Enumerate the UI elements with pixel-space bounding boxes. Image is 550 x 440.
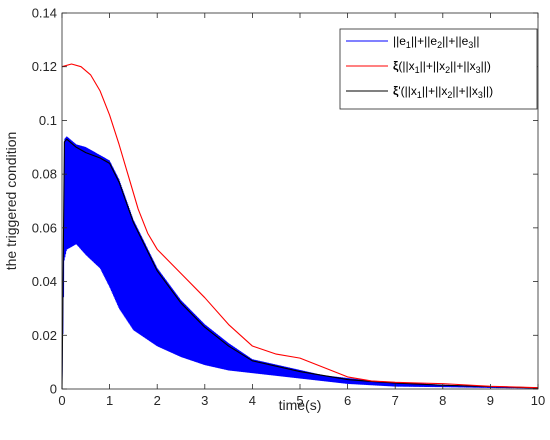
y-tick-label: 0.1 — [39, 113, 57, 128]
legend-entry-label: ||e1||+||e2||+||e3|| — [393, 34, 480, 50]
x-tick-label: 3 — [201, 393, 208, 408]
legend-entry-label: ξ'(||x1||+||x2||+||x3||) — [393, 84, 493, 100]
legend-text-part: ||e — [393, 34, 406, 48]
legend-text-part: ||+||e — [442, 34, 468, 48]
x-tick-label: 6 — [344, 393, 351, 408]
legend-text-part: ||+||x — [450, 59, 475, 73]
x-tick-label: 9 — [487, 393, 494, 408]
x-tick-label: 10 — [531, 393, 545, 408]
y-tick-label: 0 — [50, 382, 57, 397]
legend-text-part: 2 — [437, 40, 442, 50]
x-tick-label: 4 — [249, 393, 256, 408]
legend-text-part: || — [473, 34, 479, 48]
legend-box — [339, 28, 538, 110]
legend-text-part: '(||x — [398, 84, 417, 98]
legend-text-part: 3 — [468, 40, 473, 50]
legend-text-part: ||+||e — [411, 34, 437, 48]
legend: ||e1||+||e2||+||e3||ξ(||x1||+||x2||+||x3… — [339, 28, 538, 110]
x-tick-label: 1 — [106, 393, 113, 408]
legend-text-part: ||) — [481, 59, 491, 73]
y-tick-label: 0.02 — [32, 328, 57, 343]
legend-text-part: 1 — [417, 90, 422, 100]
ticks-layer: 0 1 2 3 4 5 6 7 8 9 10 0 0.02 0.04 0.06 0.08 0.1 0.12 0.14 — [32, 6, 546, 409]
legend-text-part: 2 — [447, 90, 452, 100]
series-line-2 — [61, 138, 539, 390]
legend-text-part: ||) — [483, 84, 493, 98]
legend-text-part: 3 — [478, 90, 483, 100]
y-tick-label: 0.12 — [32, 59, 57, 74]
legend-text-part: ξ — [393, 59, 399, 73]
y-tick-label: 0.06 — [32, 220, 57, 235]
x-axis-label: time(s) — [279, 397, 322, 413]
series-line-0 — [61, 136, 539, 390]
x-tick-label: 8 — [439, 393, 446, 408]
series-layer — [61, 63, 539, 390]
legend-text-part: 1 — [406, 40, 411, 50]
series-line-1 — [61, 63, 539, 389]
legend-entry-label: ξ(||x1||+||x2||+||x3||) — [393, 59, 491, 75]
x-tick-label: 5 — [296, 393, 303, 408]
legend-text-part: (||x — [398, 59, 414, 73]
y-axis-label: the triggered condition — [3, 132, 19, 271]
y-tick-label: 0.14 — [32, 6, 57, 21]
legend-text-part: 3 — [476, 65, 481, 75]
legend-text-part: ξ — [393, 84, 399, 98]
legend-text-part: ||+||x — [422, 84, 447, 98]
legend-text-part: ||+||x — [452, 84, 477, 98]
y-tick-label: 0.08 — [32, 167, 57, 182]
legend-text-part: 2 — [445, 65, 450, 75]
x-tick-label: 7 — [392, 393, 399, 408]
legend-text-part: 1 — [415, 65, 420, 75]
y-tick-label: 0.04 — [32, 274, 57, 289]
legend-text-part: ||+||x — [420, 59, 445, 73]
x-tick-label: 0 — [58, 393, 65, 408]
x-tick-label: 2 — [154, 393, 161, 408]
